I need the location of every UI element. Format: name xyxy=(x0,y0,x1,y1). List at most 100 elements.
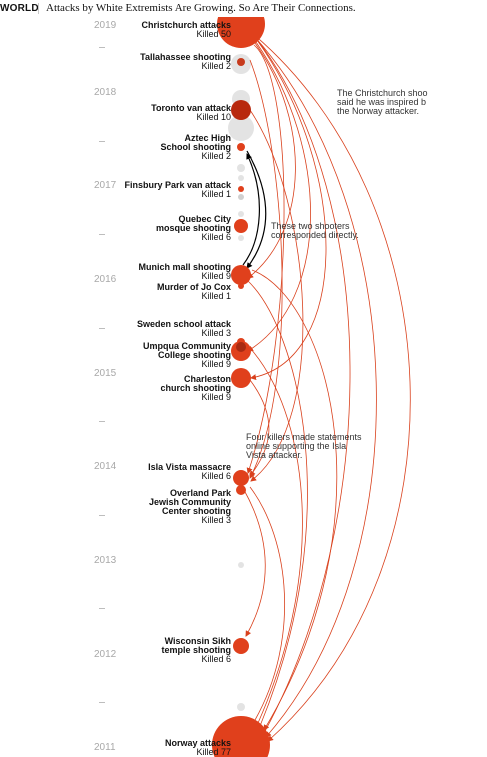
event-name: Wisconsin Sikh xyxy=(164,636,231,646)
connection-curve xyxy=(255,37,351,734)
event-name: church shooting xyxy=(160,383,232,393)
unlabeled-incident-circle xyxy=(237,703,245,711)
connection-curve xyxy=(249,59,283,479)
unlabeled-incident-circle xyxy=(238,211,244,217)
connection-curve xyxy=(249,347,303,724)
annotation-corresponded: These two shooters corresponded directly… xyxy=(271,222,359,240)
direct-correspondence-curve xyxy=(246,150,267,269)
finsbury-circle xyxy=(238,186,244,192)
event-killed: Killed 9 xyxy=(201,271,231,281)
event-killed: Killed 9 xyxy=(201,392,231,402)
event-name: Overland Park xyxy=(169,488,231,498)
event-name: Umpqua Community xyxy=(142,341,231,351)
year-tick xyxy=(99,608,105,609)
connection-curve xyxy=(243,489,266,637)
event-label-finsbury[interactable]: Finsbury Park van attack Killed 1 xyxy=(124,181,231,199)
unlabeled-incident-circle xyxy=(238,562,244,568)
year-label: 2018 xyxy=(94,87,117,98)
event-killed: Killed 2 xyxy=(201,61,231,71)
event-killed: Killed 9 xyxy=(201,359,231,369)
event-name: Quebec City xyxy=(178,214,231,224)
connection-curve xyxy=(250,39,327,381)
event-label-charleston[interactable]: Charleston church shooting Killed 9 xyxy=(161,375,232,402)
connection-curve xyxy=(246,44,285,474)
year-tick xyxy=(99,141,105,142)
connection-curve xyxy=(249,379,270,477)
event-label-umpqua[interactable]: Umpqua Community College shooting Killed… xyxy=(143,342,231,369)
event-label-jo-cox[interactable]: Murder of Jo Cox Killed 1 xyxy=(157,283,231,301)
event-killed: Killed 10 xyxy=(196,112,231,122)
annotation-line: the Norway attacker. xyxy=(337,106,420,116)
year-label: 2014 xyxy=(94,461,117,472)
event-killed: Killed 6 xyxy=(201,232,231,242)
year-tick xyxy=(99,421,105,422)
event-name: Finsbury Park van attack xyxy=(124,180,231,190)
toronto-circle xyxy=(231,100,251,120)
norway-circle xyxy=(212,716,270,757)
event-label-overland-park[interactable]: Overland Park Jewish Community Center sh… xyxy=(149,489,231,525)
event-label-quebec[interactable]: Quebec City mosque shooting Killed 6 xyxy=(156,215,231,242)
annotation-line: Vista attacker. xyxy=(246,450,303,460)
connection-curve xyxy=(247,42,296,279)
event-label-wisconsin[interactable]: Wisconsin Sikh temple shooting Killed 6 xyxy=(162,637,232,664)
unlabeled-incident-circle xyxy=(238,235,244,241)
event-killed: Killed 77 xyxy=(196,747,231,757)
annotation-line: said he was inspired b xyxy=(337,97,427,107)
event-name: Tallahassee shooting xyxy=(140,52,231,62)
event-killed: Killed 1 xyxy=(201,291,231,301)
event-label-tallahassee[interactable]: Tallahassee shooting Killed 2 xyxy=(140,53,231,71)
year-label: 2017 xyxy=(94,180,117,191)
event-label-toronto[interactable]: Toronto van attack Killed 10 xyxy=(151,104,231,122)
header-divider xyxy=(38,3,39,14)
wisconsin-circle xyxy=(233,638,249,654)
year-label: 2015 xyxy=(94,368,117,379)
quebec-circle xyxy=(234,219,248,233)
event-name: Norway attacks xyxy=(164,738,231,748)
event-label-norway[interactable]: Norway attacks Killed 77 xyxy=(165,739,231,757)
connection-curve xyxy=(251,269,338,731)
event-label-christchurch[interactable]: Christchurch attacks Killed 50 xyxy=(141,21,231,39)
event-name: Sweden school attack xyxy=(136,319,231,329)
overland-park-circle xyxy=(236,485,246,495)
event-name: School shooting xyxy=(160,142,232,152)
year-label: 2011 xyxy=(94,742,116,753)
year-tick xyxy=(99,328,105,329)
event-killed: Killed 3 xyxy=(201,328,231,338)
event-label-aztec[interactable]: Aztec High School shooting Killed 2 xyxy=(161,134,232,161)
event-name: Christchurch attacks xyxy=(141,20,231,30)
connection-curve xyxy=(246,279,308,727)
article-header: WORLD Attacks by White Extremists Are Gr… xyxy=(0,0,487,17)
charleston-circle xyxy=(231,368,251,388)
direct-correspondence-curve xyxy=(242,153,260,266)
connection-lines xyxy=(243,32,411,742)
annotation-line: These two shooters xyxy=(271,221,350,231)
year-tick xyxy=(99,234,105,235)
article-headline[interactable]: Attacks by White Extremists Are Growing.… xyxy=(46,2,356,14)
unlabeled-incident-circle xyxy=(238,175,244,181)
event-label-sweden[interactable]: Sweden school attack Killed 3 xyxy=(137,320,231,338)
event-label-munich[interactable]: Munich mall shooting Killed 9 xyxy=(139,263,232,281)
jo-cox-circle xyxy=(238,283,244,289)
event-name: Charleston xyxy=(183,374,231,384)
year-tick xyxy=(99,515,105,516)
event-name: Munich mall shooting xyxy=(138,262,232,272)
annotation-line: Four killers made statements xyxy=(246,432,362,442)
connection-curve xyxy=(251,32,411,742)
labeled-incidents xyxy=(212,0,270,757)
event-label-isla-vista[interactable]: Isla Vista massacre Killed 6 xyxy=(148,463,231,481)
event-name: mosque shooting xyxy=(156,223,231,233)
event-name: College shooting xyxy=(158,350,231,360)
connection-curve xyxy=(249,486,285,721)
unlabeled-incident-circle xyxy=(238,194,244,200)
section-label[interactable]: WORLD xyxy=(0,3,39,14)
event-name: Jewish Community xyxy=(148,497,231,507)
event-killed: Killed 6 xyxy=(201,471,231,481)
unlabeled-incident-circle xyxy=(228,115,254,141)
event-killed: Killed 2 xyxy=(201,151,231,161)
event-name: Isla Vista massacre xyxy=(148,462,231,472)
year-tick xyxy=(99,47,105,48)
isla-vista-circle xyxy=(233,470,249,486)
munich-circle xyxy=(231,265,251,285)
event-name: temple shooting xyxy=(161,645,232,655)
